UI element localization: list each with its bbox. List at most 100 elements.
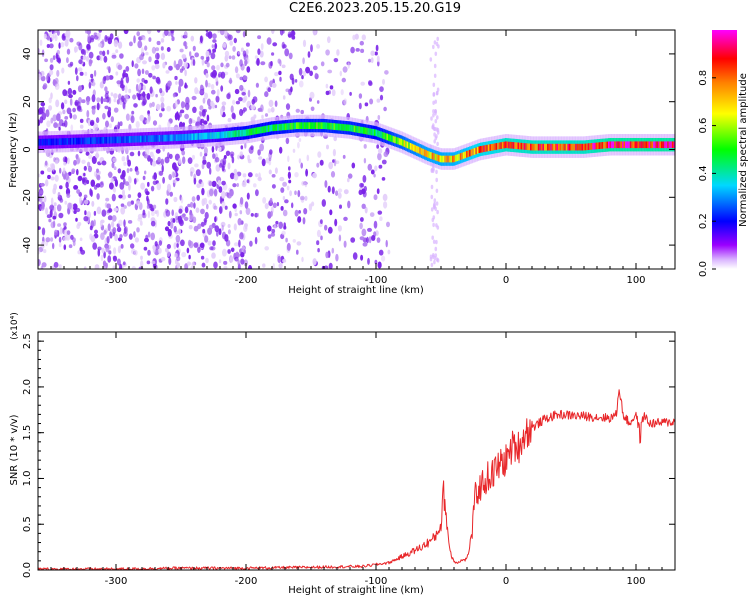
noise-speck: [370, 57, 374, 64]
noise-speck: [57, 191, 61, 198]
noise-speck: [239, 210, 243, 215]
noise-speck: [66, 48, 71, 55]
noise-speck: [38, 109, 42, 115]
ridge-core: [297, 122, 300, 129]
noise-speck: [150, 220, 156, 227]
noise-speck: [64, 99, 68, 105]
noise-speck: [152, 154, 155, 163]
ridge-core: [503, 141, 506, 149]
noise-speck: [245, 49, 249, 55]
noise-speck: [151, 160, 157, 167]
noise-speck: [126, 168, 130, 174]
noise-speck: [98, 30, 102, 33]
noise-speck: [242, 173, 247, 178]
ridge-core: [403, 140, 406, 147]
ridge-core: [228, 130, 232, 138]
noise-speck: [250, 145, 254, 150]
ridge-core: [51, 138, 54, 146]
noise-speck: [319, 159, 324, 166]
noise-speck: [53, 202, 57, 207]
noise-speck: [432, 222, 435, 228]
noise-speck: [286, 242, 291, 251]
noise-speck: [192, 59, 196, 66]
noise-speck: [300, 109, 305, 115]
noise-speck: [112, 265, 117, 269]
noise-speck: [220, 85, 224, 92]
ridge-core: [152, 135, 155, 142]
noise-speck: [151, 211, 155, 217]
noise-speck: [107, 255, 112, 263]
noise-speck: [370, 169, 375, 175]
noise-speck: [99, 50, 103, 55]
noise-speck: [202, 228, 206, 234]
noise-speck: [377, 261, 382, 269]
noise-speck: [336, 49, 340, 56]
noise-speck: [383, 106, 387, 112]
ridge-core: [356, 126, 360, 133]
noise-speck: [301, 75, 304, 80]
noise-speck: [72, 240, 76, 247]
noise-speck: [92, 79, 96, 87]
ridge-core: [370, 128, 374, 136]
noise-speck: [55, 99, 60, 108]
noise-speck: [221, 101, 227, 106]
noise-speck: [370, 50, 376, 56]
noise-speck: [124, 181, 130, 187]
ridge-core: [491, 144, 494, 151]
noise-speck: [99, 181, 104, 188]
ridge-core: [614, 141, 617, 149]
ridge-core: [583, 143, 586, 151]
noise-speck: [433, 198, 437, 203]
ridge-core: [483, 145, 486, 153]
ridge-core: [671, 141, 675, 149]
ridge-core: [569, 143, 572, 151]
noise-speck: [202, 159, 207, 165]
noise-speck: [228, 55, 232, 60]
ridge-core: [285, 123, 288, 131]
noise-speck: [204, 92, 209, 100]
noise-speck: [430, 167, 434, 173]
noise-speck: [87, 161, 91, 168]
noise-speck: [272, 202, 277, 209]
ridge-core: [653, 141, 656, 149]
ridge-core: [216, 132, 219, 139]
noise-speck: [49, 43, 54, 49]
noise-speck: [58, 212, 64, 219]
noise-speck: [83, 177, 88, 183]
ridge-core: [347, 124, 350, 132]
ridge-core: [200, 132, 204, 140]
noise-speck: [327, 69, 333, 74]
ridge-core: [83, 137, 87, 145]
noise-speck: [47, 174, 51, 180]
noise-speck: [73, 210, 77, 214]
noise-speck: [160, 158, 165, 166]
noise-speck: [227, 224, 231, 228]
colorbar-tick-label: 0.8: [698, 70, 709, 86]
noise-speck: [107, 223, 111, 232]
ridge-core: [99, 137, 102, 144]
noise-speck: [342, 154, 346, 159]
ridge-core: [46, 138, 49, 146]
noise-speck: [215, 95, 220, 103]
noise-speck: [195, 169, 201, 177]
noise-speck: [436, 209, 439, 215]
noise-speck: [135, 170, 140, 176]
noise-speck: [65, 181, 69, 189]
noise-speck: [368, 81, 373, 87]
noise-speck: [60, 102, 65, 110]
noise-speck: [289, 73, 294, 81]
noise-speck: [204, 219, 207, 226]
noise-speck: [258, 156, 263, 160]
noise-speck: [155, 103, 161, 111]
noise-speck: [211, 89, 216, 95]
noise-speck: [373, 220, 378, 229]
noise-speck: [385, 239, 388, 248]
noise-speck: [255, 173, 259, 178]
noise-speck: [99, 81, 104, 89]
noise-speck: [239, 84, 244, 91]
noise-speck: [45, 179, 49, 187]
ridge-core: [266, 125, 269, 133]
noise-speck: [184, 113, 190, 120]
noise-speck: [89, 225, 93, 231]
ridge-core: [164, 134, 168, 142]
